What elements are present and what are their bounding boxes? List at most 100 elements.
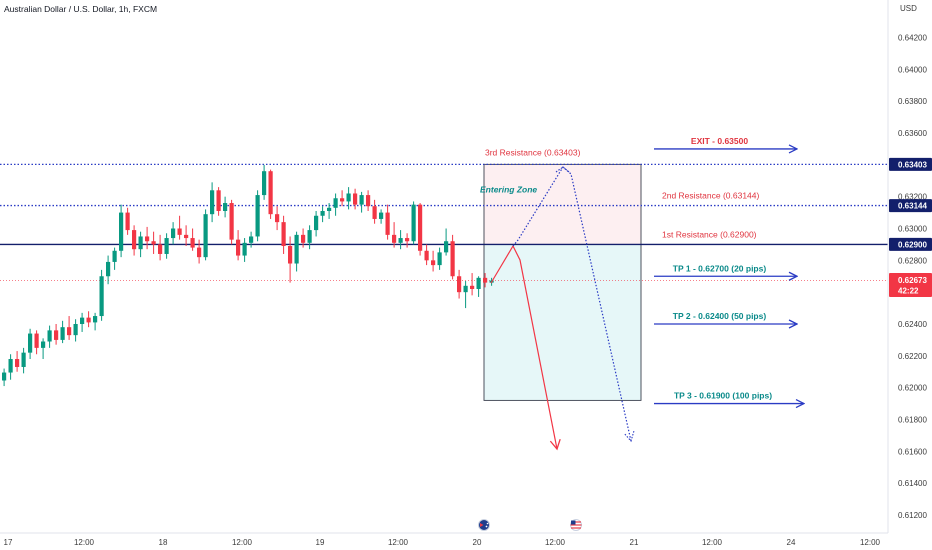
resistance-label: 3rd Resistance (0.63403) <box>485 147 581 157</box>
candle <box>437 247 442 270</box>
candle <box>333 193 338 216</box>
price-tick-label: 0.63600 <box>898 129 927 138</box>
australia-flag-icon[interactable] <box>478 519 490 531</box>
candle <box>99 269 104 321</box>
time-tick-label: 20 <box>473 538 482 547</box>
candle <box>294 231 299 272</box>
candle-body <box>340 198 345 202</box>
candle <box>86 311 91 328</box>
candle <box>242 238 247 262</box>
candle <box>411 201 416 245</box>
candle <box>385 204 390 240</box>
candle <box>41 338 46 360</box>
candle-body <box>431 260 436 266</box>
candle <box>125 207 130 235</box>
time-tick-label: 12:00 <box>74 538 95 547</box>
candle-body <box>125 212 130 231</box>
time-tick-label: 24 <box>787 538 796 547</box>
candle <box>106 255 111 285</box>
candle <box>15 351 20 372</box>
candle-body <box>112 250 117 262</box>
resistance-label: 1st Resistance (0.62900) <box>662 229 757 239</box>
time-tick-label: 19 <box>316 538 325 547</box>
candle <box>132 225 137 256</box>
candle <box>60 320 65 344</box>
time-tick-label: 18 <box>159 538 168 547</box>
candle-body <box>223 203 228 211</box>
price-tick-label: 0.62800 <box>898 256 927 265</box>
candle-body <box>385 212 390 235</box>
candle <box>67 316 72 340</box>
candle-body <box>119 212 124 251</box>
candle-body <box>346 193 351 202</box>
candle-body <box>372 206 377 219</box>
candle-body <box>132 230 137 250</box>
candle-body <box>359 195 364 205</box>
time-tick-label: 12:00 <box>702 538 723 547</box>
candle <box>424 244 429 266</box>
time-tick-label: 12:00 <box>232 538 253 547</box>
candle <box>457 269 462 299</box>
candle-body <box>203 214 208 258</box>
candle-body <box>307 230 312 243</box>
candle <box>80 312 85 332</box>
candle <box>392 222 397 248</box>
candle-body <box>398 238 403 243</box>
candle <box>314 210 319 237</box>
event-icons[interactable] <box>478 519 582 531</box>
candle <box>236 230 241 261</box>
candle <box>372 199 377 224</box>
candle-body <box>164 238 169 254</box>
target-label: TP 1 - 0.62700 (20 pips) <box>673 263 767 273</box>
price-axis[interactable]: USD 0.642000.640000.638000.636000.632000… <box>898 4 927 520</box>
candle <box>21 347 26 374</box>
candle-body <box>457 276 462 293</box>
last-price-countdown: 42:22 <box>898 287 919 296</box>
candle <box>346 187 351 210</box>
candle <box>418 203 423 256</box>
currency-label: USD <box>900 4 917 13</box>
price-tick-label: 0.63800 <box>898 97 927 106</box>
alternate-projection-path <box>512 166 635 443</box>
time-axis[interactable]: 17 12:00 18 12:00 19 12:00 20 12:00 21 12:00 24 12:… <box>4 538 881 547</box>
candle <box>431 250 436 272</box>
price-tick-label: 0.63200 <box>898 193 927 202</box>
candle <box>353 188 358 210</box>
candle-body <box>41 341 46 348</box>
level-price-tag <box>889 157 932 171</box>
zone-layer <box>483 163 642 401</box>
candle <box>444 228 449 256</box>
resistance-label: 2nd Resistance (0.63144) <box>662 191 760 201</box>
candle <box>164 233 169 259</box>
candle <box>249 231 254 248</box>
candle-body <box>463 285 468 293</box>
candle <box>177 215 182 240</box>
candle <box>54 324 59 345</box>
candle <box>366 190 371 211</box>
last-price-tag <box>889 273 932 298</box>
candle-body <box>197 247 202 258</box>
us-flag-icon[interactable] <box>570 519 582 531</box>
candle-body <box>67 327 72 336</box>
candle <box>405 233 410 248</box>
candle-body <box>249 236 254 243</box>
candle-body <box>54 330 59 340</box>
price-tick-label: 0.62000 <box>898 384 927 393</box>
candle-body <box>99 276 104 317</box>
candle <box>210 182 215 223</box>
candle-body <box>138 236 143 250</box>
candle <box>307 225 312 250</box>
candle-body <box>444 241 449 253</box>
candle-body <box>8 359 13 373</box>
candle-body <box>333 198 338 208</box>
level-price-tag-text: 0.62900 <box>898 240 927 249</box>
candle-body <box>294 234 299 264</box>
price-tick-label: 0.62400 <box>898 320 927 329</box>
entering-zone-label: Entering Zone <box>480 184 537 194</box>
candle-body <box>437 252 442 266</box>
candle-body <box>184 234 189 239</box>
candle <box>255 190 260 242</box>
level-price-tag <box>889 237 932 251</box>
candle <box>359 191 364 213</box>
